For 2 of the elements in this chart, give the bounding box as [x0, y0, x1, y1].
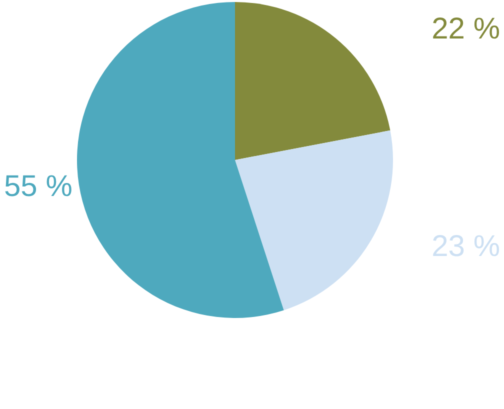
data-label: 55 %: [4, 170, 72, 204]
data-label: 22 %: [432, 12, 500, 46]
